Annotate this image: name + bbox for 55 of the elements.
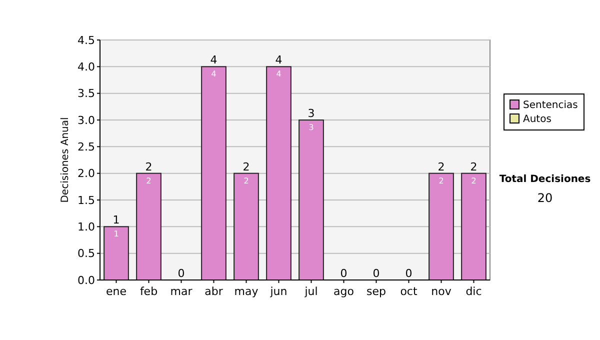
- data-label: 2: [244, 176, 249, 186]
- x-tick-label: feb: [140, 285, 158, 298]
- bar: [136, 172, 162, 280]
- text: 20: [537, 191, 553, 205]
- y-tick-label: 4.5: [78, 34, 95, 47]
- y-tick-label: 2.0: [78, 167, 95, 180]
- y-axis-title: Decisiones Anual: [60, 117, 71, 203]
- x-tick-label: jun: [269, 285, 288, 298]
- bar: [104, 226, 129, 280]
- x-tick-label: dic: [466, 285, 482, 298]
- total-label: 3: [308, 107, 315, 120]
- y-tick-label: 1.5: [78, 194, 95, 207]
- y-tick-label: 0.0: [78, 274, 95, 287]
- x-tick-label: may: [234, 285, 259, 298]
- x-tick-label: abr: [204, 285, 224, 298]
- total-label: 0: [340, 267, 348, 280]
- x-tick-label: ene: [106, 285, 127, 298]
- bar: [266, 66, 292, 280]
- x-tick-label: mar: [170, 285, 193, 298]
- total-label: 2: [470, 160, 478, 174]
- x-tick-label: oct: [400, 285, 418, 298]
- total-label: 2: [242, 160, 250, 174]
- bar: [461, 172, 486, 280]
- total-label: 4: [210, 54, 218, 67]
- total-label: 0: [178, 267, 185, 280]
- bar: [201, 66, 226, 280]
- total-label: 0: [405, 267, 412, 280]
- bar: [298, 120, 324, 280]
- total-label: 1: [112, 214, 120, 227]
- total-label: 4: [275, 54, 282, 67]
- x-tick-label: ago: [334, 285, 354, 298]
- legend-label: Sentencias: [523, 100, 578, 111]
- text: Total Decisiones: [499, 174, 591, 185]
- x-tick-label: sep: [366, 285, 386, 298]
- data-label: 1: [114, 230, 119, 239]
- y-tick-label: 4.0: [78, 60, 95, 74]
- data-label: 2: [146, 176, 152, 186]
- x-tick-label: nov: [431, 285, 452, 298]
- data-label: 4: [211, 70, 216, 79]
- bar: [428, 172, 454, 280]
- legend-label: Autos: [523, 114, 552, 125]
- data-label: 2: [471, 176, 476, 186]
- data-label: 2: [438, 176, 444, 186]
- y-tick-label: 1.0: [78, 220, 95, 234]
- total-label: 2: [145, 160, 152, 174]
- y-tick-label: 3.5: [78, 87, 95, 100]
- total-label: 2: [438, 160, 445, 174]
- y-tick-label: 3.0: [78, 114, 95, 127]
- y-tick-label: 2.5: [78, 140, 95, 154]
- data-label: 3: [308, 123, 314, 132]
- bar: [234, 172, 259, 280]
- data-label: 4: [276, 70, 282, 79]
- total-label: 0: [372, 267, 380, 280]
- y-tick-label: 0.5: [78, 247, 95, 260]
- x-tick-label: jul: [304, 285, 318, 298]
